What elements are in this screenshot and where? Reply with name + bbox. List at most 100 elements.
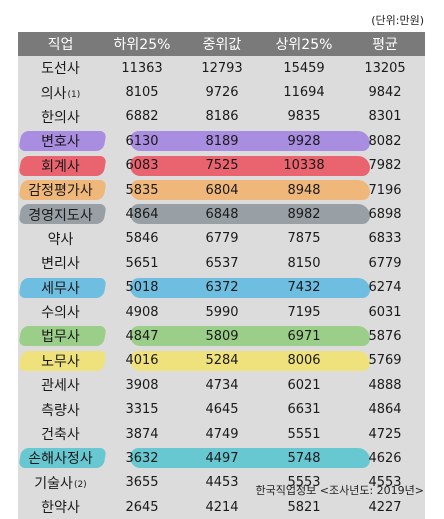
job-name: 의사 — [40, 85, 67, 102]
table-row: 한의사 6882 8186 9835 8301 — [18, 105, 425, 129]
upper-25-cell: 6021 — [287, 377, 321, 393]
upper-25-cell: 15459 — [283, 60, 325, 76]
lower-25-cell: 8105 — [125, 85, 159, 101]
upper-25-cell: 6631 — [287, 402, 321, 418]
job-cell: 도선사 — [18, 56, 103, 80]
job-cell: 세무사 — [18, 276, 103, 300]
median-cell: 5809 — [205, 328, 239, 344]
lower-25-cell: 5835 — [125, 182, 159, 198]
lower-25-cell: 3908 — [125, 377, 159, 393]
upper-25-cell: 7432 — [287, 280, 321, 296]
table-header: 직업 하위25% 중위값 상위25% 평균 — [18, 32, 425, 56]
upper-25-cell: 8982 — [287, 207, 321, 223]
median-cell: 6537 — [205, 255, 239, 271]
average-cell: 6898 — [368, 207, 402, 223]
job-cell: 한의사 — [18, 105, 103, 129]
job-name: 손해사정사 — [28, 451, 93, 468]
job-name: 한의사 — [41, 109, 80, 126]
header-lower-25: 하위25% — [113, 37, 171, 53]
job-name: 건축사 — [41, 427, 80, 444]
upper-25-cell: 5553 — [287, 475, 321, 491]
table-row: 수의사 4908 5990 7195 6031 — [18, 300, 425, 324]
job-name: 기술사 — [34, 475, 73, 492]
highlight-marker-values — [130, 155, 370, 176]
job-name: 도선사 — [41, 61, 80, 78]
table-row: 한약사 2645 4214 5821 4227 — [18, 495, 425, 519]
highlight-marker-values — [130, 277, 370, 298]
table-row: 변리사 5651 6537 8150 6779 — [18, 251, 425, 275]
table-row: 관세사 3908 4734 6021 4888 — [18, 373, 425, 397]
median-cell: 6848 — [205, 207, 239, 223]
average-cell: 8082 — [368, 133, 402, 149]
lower-25-cell: 4016 — [125, 353, 159, 369]
header-median: 중위값 — [202, 37, 242, 53]
upper-25-cell: 8006 — [287, 353, 321, 369]
median-cell: 12793 — [201, 60, 243, 76]
upper-25-cell: 7875 — [287, 231, 321, 247]
median-cell: 4453 — [205, 475, 239, 491]
upper-25-cell: 9835 — [287, 109, 321, 125]
job-name: 관세사 — [41, 378, 80, 395]
average-cell: 7196 — [368, 182, 402, 198]
average-cell: 6031 — [368, 304, 402, 320]
table-row: 손해사정사 3632 4497 5748 4626 — [18, 446, 425, 470]
job-cell: 경영지도사 — [18, 202, 103, 226]
upper-25-cell: 7195 — [287, 304, 321, 320]
header-job: 직업 — [47, 37, 74, 53]
table-body: 도선사 11363 12793 15459 13205 의사 (1) 8105 9726 1169… — [18, 56, 425, 519]
job-cell: 측량사 — [18, 397, 103, 421]
lower-25-cell: 6130 — [125, 133, 159, 149]
highlight-marker-values — [130, 448, 370, 469]
source-note: 한국직업정보 <조사년도: 2019년> — [255, 484, 424, 497]
average-cell: 13205 — [364, 60, 406, 76]
average-cell: 4626 — [368, 450, 402, 466]
job-name: 측량사 — [41, 402, 80, 419]
upper-25-cell: 5821 — [287, 499, 321, 515]
median-cell: 5990 — [205, 304, 239, 320]
upper-25-cell: 8948 — [287, 182, 321, 198]
median-cell: 9726 — [205, 85, 239, 101]
median-cell: 5284 — [205, 353, 239, 369]
table-row: 감정평가사 5835 6804 8948 7196 — [18, 178, 425, 202]
average-cell: 4553 — [368, 475, 402, 491]
job-cell: 약사 — [18, 227, 103, 251]
average-cell: 8301 — [368, 109, 402, 125]
lower-25-cell: 5846 — [125, 231, 159, 247]
job-name: 세무사 — [41, 280, 80, 297]
job-cell: 손해사정사 — [18, 446, 103, 470]
header-average: 평균 — [372, 37, 398, 53]
upper-25-cell: 5748 — [287, 450, 321, 466]
lower-25-cell: 6882 — [125, 109, 159, 125]
average-cell: 4864 — [368, 402, 402, 418]
lower-25-cell: 3315 — [125, 402, 159, 418]
median-cell: 7525 — [205, 158, 239, 174]
upper-25-cell: 5551 — [287, 426, 321, 442]
job-cell: 변리사 — [18, 251, 103, 275]
average-cell: 5769 — [368, 353, 402, 369]
median-cell: 6804 — [205, 182, 239, 198]
median-cell: 4214 — [205, 499, 239, 515]
job-name: 한약사 — [41, 500, 80, 517]
table-row: 세무사 5018 6372 7432 6274 — [18, 276, 425, 300]
job-name: 약사 — [47, 231, 74, 248]
lower-25-cell: 4847 — [125, 328, 159, 344]
table-row: 의사 (1) 8105 9726 11694 9842 — [18, 80, 425, 104]
job-cell: 법무사 — [18, 324, 103, 348]
average-cell: 6833 — [368, 231, 402, 247]
table-row: 약사 5846 6779 7875 6833 — [18, 227, 425, 251]
average-cell: 6779 — [368, 255, 402, 271]
highlight-marker-values — [130, 326, 370, 347]
median-cell: 6779 — [205, 231, 239, 247]
lower-25-cell: 11363 — [121, 60, 163, 76]
upper-25-cell: 11694 — [283, 85, 325, 101]
job-name: 경영지도사 — [28, 207, 93, 224]
footnote-mark: (2) — [73, 479, 87, 490]
table-row: 회계사 6083 7525 10338 7982 — [18, 154, 425, 178]
lower-25-cell: 4864 — [125, 207, 159, 223]
average-cell: 7982 — [368, 158, 402, 174]
highlight-marker-values — [130, 131, 370, 152]
table-row: 기술사 (2) 3655 4453 5553 4553 — [18, 471, 425, 495]
job-name: 감정평가사 — [28, 183, 93, 200]
job-cell: 회계사 — [18, 154, 103, 178]
header-upper-25: 상위25% — [275, 37, 333, 53]
